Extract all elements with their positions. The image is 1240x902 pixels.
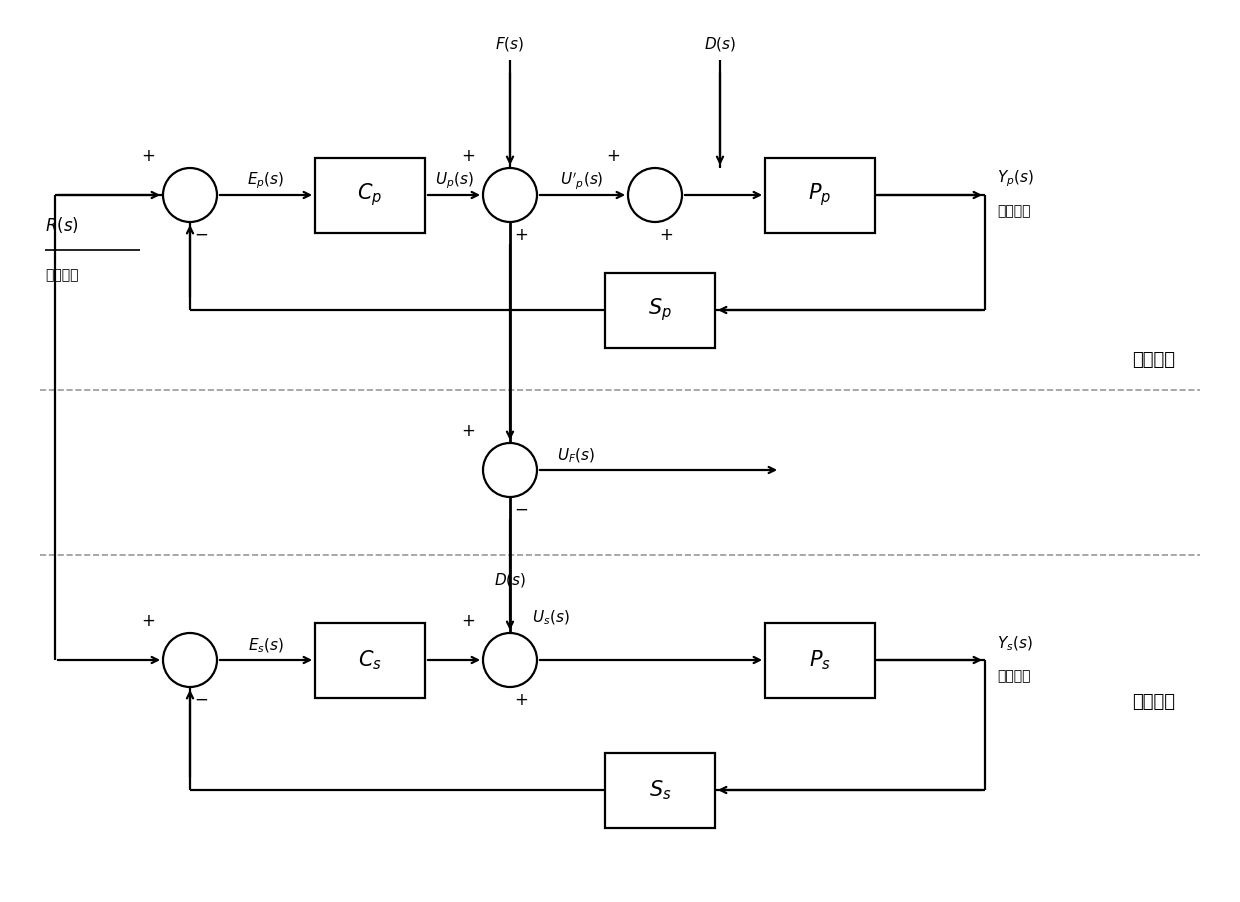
Text: +: + xyxy=(141,612,155,630)
Text: −: − xyxy=(515,501,528,519)
Text: 信号输出: 信号输出 xyxy=(997,204,1030,218)
FancyBboxPatch shape xyxy=(765,622,875,697)
Text: −: − xyxy=(193,691,208,709)
Circle shape xyxy=(484,168,537,222)
Text: $Y_s(s)$: $Y_s(s)$ xyxy=(997,635,1033,653)
Text: $U_F(s)$: $U_F(s)$ xyxy=(557,446,595,465)
Text: $C_s$: $C_s$ xyxy=(358,649,382,672)
Circle shape xyxy=(484,633,537,687)
Text: $U_s(s)$: $U_s(s)$ xyxy=(532,609,569,627)
Text: $F(s)$: $F(s)$ xyxy=(495,35,525,53)
Text: +: + xyxy=(515,691,528,709)
FancyBboxPatch shape xyxy=(315,158,425,233)
Text: 信号输入: 信号输入 xyxy=(45,268,78,282)
Text: +: + xyxy=(461,612,475,630)
Text: $R(s)$: $R(s)$ xyxy=(45,215,79,235)
Text: $Y_p(s)$: $Y_p(s)$ xyxy=(997,169,1034,189)
Text: $D(s)$: $D(s)$ xyxy=(704,35,737,53)
Text: +: + xyxy=(141,147,155,165)
Text: 真实系统: 真实系统 xyxy=(1132,351,1176,369)
FancyBboxPatch shape xyxy=(605,752,715,827)
Text: $U_p(s)$: $U_p(s)$ xyxy=(434,170,474,191)
Text: +: + xyxy=(461,422,475,440)
FancyBboxPatch shape xyxy=(605,272,715,347)
Text: $S_s$: $S_s$ xyxy=(649,778,671,802)
Text: $E_s(s)$: $E_s(s)$ xyxy=(248,637,284,655)
Text: $P_s$: $P_s$ xyxy=(808,649,831,672)
Text: 信号输出: 信号输出 xyxy=(997,669,1030,683)
Text: $S_p$: $S_p$ xyxy=(649,297,672,324)
Circle shape xyxy=(162,633,217,687)
Circle shape xyxy=(162,168,217,222)
Text: $E_p(s)$: $E_p(s)$ xyxy=(247,170,285,191)
Text: +: + xyxy=(515,226,528,244)
Circle shape xyxy=(484,443,537,497)
Text: $U'_p(s)$: $U'_p(s)$ xyxy=(560,170,604,191)
Text: +: + xyxy=(658,226,673,244)
Text: +: + xyxy=(606,147,620,165)
Text: $D(s)$: $D(s)$ xyxy=(494,571,526,589)
Circle shape xyxy=(627,168,682,222)
Text: $P_p$: $P_p$ xyxy=(808,181,832,208)
Text: +: + xyxy=(461,147,475,165)
Text: 数值系统: 数值系统 xyxy=(1132,693,1176,711)
Text: −: − xyxy=(193,226,208,244)
FancyBboxPatch shape xyxy=(315,622,425,697)
FancyBboxPatch shape xyxy=(765,158,875,233)
Text: $C_p$: $C_p$ xyxy=(357,181,383,208)
